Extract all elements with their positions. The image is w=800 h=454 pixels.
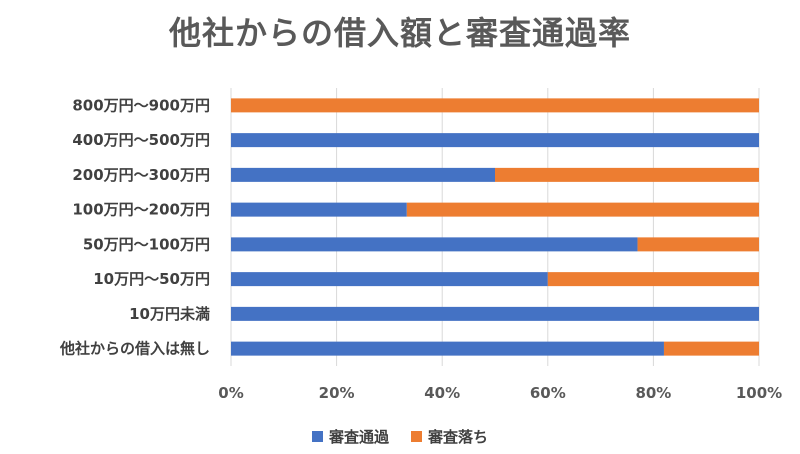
- x-tick-label: 100%: [736, 384, 782, 402]
- category-label: 50万円～100万円: [83, 235, 210, 253]
- bar-segment-pass: [231, 167, 495, 182]
- bar-segment-pass: [231, 133, 759, 148]
- legend-label-pass: 審査通過: [328, 428, 389, 446]
- bar-segment-pass: [231, 341, 664, 356]
- x-tick-label: 40%: [424, 384, 460, 402]
- x-tick-labels: 0% 20% 40% 60% 80% 100%: [218, 384, 782, 402]
- category-label: 10万円未満: [129, 305, 210, 323]
- chart-title: 他社からの借入額と審査通過率: [168, 14, 631, 52]
- category-label: 400万円～500万円: [72, 131, 210, 149]
- bar-segment-fail: [231, 98, 759, 113]
- bar-segment-fail: [663, 341, 759, 356]
- legend-item-pass: 審査通過: [311, 426, 389, 447]
- bar-segment-fail: [547, 272, 759, 287]
- bar-segment-pass: [231, 237, 638, 252]
- category-labels: 800万円～900万円 400万円～500万円 200万円～300万円 100万円～2…: [59, 96, 210, 357]
- bar-segment-fail: [637, 237, 759, 252]
- legend-swatch-pass: [311, 431, 323, 442]
- bar-segment-pass: [231, 202, 407, 217]
- bar-segment-pass: [231, 272, 548, 287]
- x-tick-label: 0%: [218, 384, 243, 402]
- bar-segment-fail: [406, 202, 759, 217]
- bars: [231, 98, 759, 356]
- bar-segment-pass: [231, 306, 759, 321]
- x-tick-label: 60%: [530, 384, 566, 402]
- bar-segment-fail: [495, 167, 759, 182]
- x-tick-label: 80%: [635, 384, 671, 402]
- category-label: 10万円～50万円: [93, 270, 210, 288]
- category-label: 200万円～300万円: [72, 166, 210, 184]
- legend: 審査通過 審査落ち: [0, 426, 800, 447]
- x-tick-label: 20%: [319, 384, 355, 402]
- category-label: 他社からの借入は無し: [59, 340, 210, 358]
- gridlines: [230, 88, 760, 366]
- legend-swatch-fail: [411, 431, 422, 442]
- category-label: 800万円～900万円: [72, 96, 210, 114]
- legend-label-fail: 審査落ち: [428, 428, 489, 446]
- category-label: 100万円～200万円: [72, 201, 210, 219]
- legend-item-fail: 審査落ち: [411, 426, 488, 447]
